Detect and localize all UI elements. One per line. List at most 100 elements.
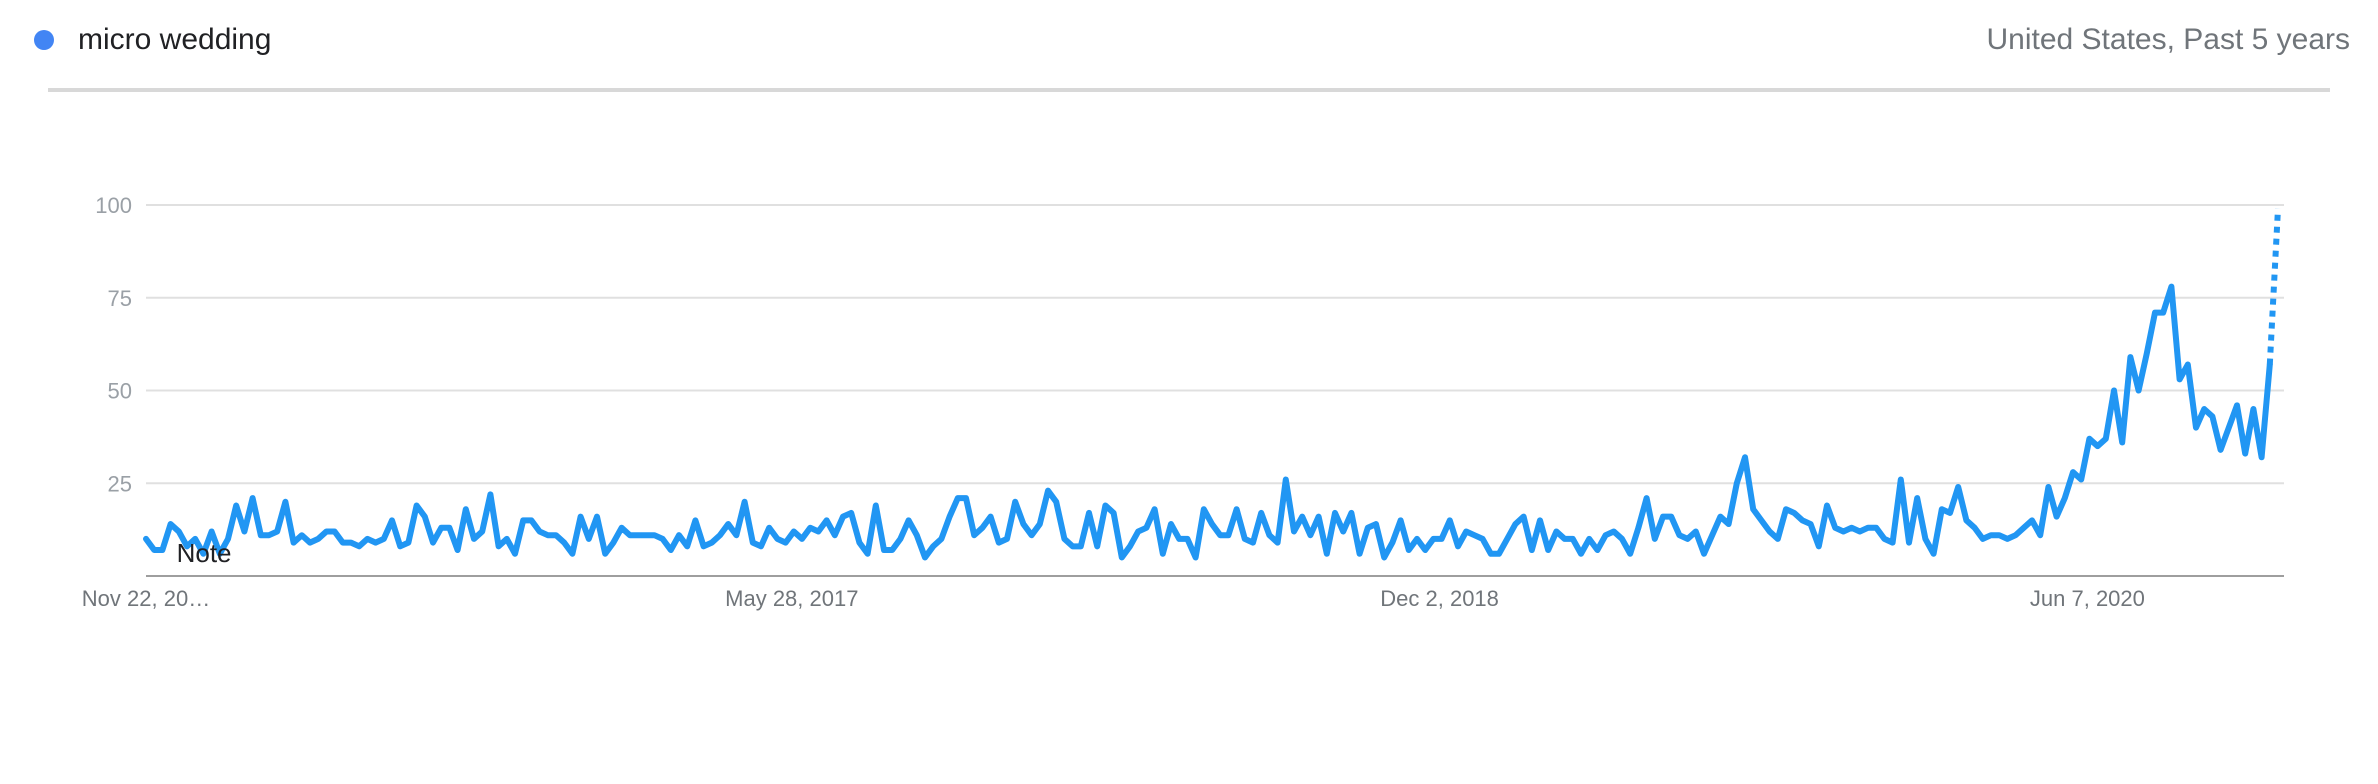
data-point-176[interactable] (1586, 536, 1592, 542)
data-point-54[interactable] (586, 536, 592, 542)
data-point-116[interactable] (1094, 543, 1100, 549)
data-point-231[interactable] (2037, 532, 2043, 538)
data-point-248[interactable] (2177, 376, 2183, 382)
data-point-190[interactable] (1701, 551, 1707, 557)
data-point-236[interactable] (2078, 477, 2084, 483)
data-point-107[interactable] (1020, 521, 1026, 527)
data-point-27[interactable] (364, 536, 370, 542)
data-point-237[interactable] (2086, 436, 2092, 442)
data-point-154[interactable] (1406, 547, 1412, 553)
data-point-55[interactable] (594, 514, 600, 520)
data-point-234[interactable] (2062, 495, 2068, 501)
data-point-87[interactable] (856, 540, 862, 546)
data-point-56[interactable] (602, 551, 608, 557)
data-point-41[interactable] (479, 528, 485, 534)
data-point-15[interactable] (266, 532, 272, 538)
data-point-115[interactable] (1086, 510, 1092, 516)
data-point-0[interactable] (143, 536, 149, 542)
data-point-244[interactable] (2144, 350, 2150, 356)
data-point-80[interactable] (799, 536, 805, 542)
data-point-36[interactable] (438, 525, 444, 531)
data-point-235[interactable] (2070, 469, 2076, 475)
data-point-119[interactable] (1119, 554, 1125, 560)
data-point-72[interactable] (733, 532, 739, 538)
data-point-226[interactable] (1996, 532, 2002, 538)
data-point-113[interactable] (1070, 543, 1076, 549)
data-point-156[interactable] (1422, 547, 1428, 553)
data-point-169[interactable] (1529, 547, 1535, 553)
data-point-165[interactable] (1496, 551, 1502, 557)
data-point-208[interactable] (1849, 525, 1855, 531)
data-point-38[interactable] (455, 547, 461, 553)
data-point-217[interactable] (1922, 536, 1928, 542)
data-point-158[interactable] (1439, 536, 1445, 542)
data-point-163[interactable] (1480, 536, 1486, 542)
data-point-95[interactable] (922, 554, 928, 560)
data-point-181[interactable] (1627, 551, 1633, 557)
data-point-100[interactable] (963, 495, 969, 501)
data-point-31[interactable] (397, 543, 403, 549)
data-point-254[interactable] (2226, 425, 2232, 431)
data-point-247[interactable] (2168, 284, 2174, 290)
data-point-32[interactable] (405, 540, 411, 546)
data-point-210[interactable] (1865, 525, 1871, 531)
data-point-69[interactable] (709, 540, 715, 546)
data-point-70[interactable] (717, 532, 723, 538)
data-point-172[interactable] (1553, 528, 1559, 534)
data-point-77[interactable] (774, 536, 780, 542)
data-point-19[interactable] (299, 532, 305, 538)
data-point-166[interactable] (1504, 536, 1510, 542)
data-point-206[interactable] (1832, 525, 1838, 531)
data-point-245[interactable] (2152, 310, 2158, 316)
data-point-211[interactable] (1873, 525, 1879, 531)
data-point-14[interactable] (258, 532, 264, 538)
data-point-53[interactable] (578, 514, 584, 520)
data-point-57[interactable] (610, 540, 616, 546)
data-point-109[interactable] (1037, 521, 1043, 527)
data-point-251[interactable] (2201, 406, 2207, 412)
data-point-200[interactable] (1783, 506, 1789, 512)
data-point-16[interactable] (274, 528, 280, 534)
data-point-167[interactable] (1512, 521, 1518, 527)
data-point-97[interactable] (938, 536, 944, 542)
data-point-246[interactable] (2160, 310, 2166, 316)
data-point-52[interactable] (569, 551, 575, 557)
data-point-145[interactable] (1332, 510, 1338, 516)
data-point-182[interactable] (1635, 525, 1641, 531)
data-point-153[interactable] (1398, 517, 1404, 523)
data-point-26[interactable] (356, 543, 362, 549)
data-point-58[interactable] (619, 525, 625, 531)
data-point-203[interactable] (1808, 521, 1814, 527)
data-point-204[interactable] (1816, 543, 1822, 549)
data-point-73[interactable] (742, 499, 748, 505)
data-point-201[interactable] (1791, 510, 1797, 516)
data-point-198[interactable] (1767, 528, 1773, 534)
data-point-209[interactable] (1857, 528, 1863, 534)
data-point-126[interactable] (1176, 536, 1182, 542)
data-point-121[interactable] (1135, 528, 1141, 534)
data-point-120[interactable] (1127, 543, 1133, 549)
data-point-189[interactable] (1693, 528, 1699, 534)
data-point-17[interactable] (282, 499, 288, 505)
data-point-196[interactable] (1750, 506, 1756, 512)
data-point-180[interactable] (1619, 536, 1625, 542)
data-point-104[interactable] (996, 540, 1002, 546)
data-point-65[interactable] (676, 532, 682, 538)
data-point-78[interactable] (783, 540, 789, 546)
data-point-106[interactable] (1012, 499, 1018, 505)
data-point-12[interactable] (241, 528, 247, 534)
data-point-232[interactable] (2045, 484, 2051, 490)
data-point-195[interactable] (1742, 454, 1748, 460)
data-point-62[interactable] (651, 532, 657, 538)
data-point-45[interactable] (512, 551, 518, 557)
data-point-191[interactable] (1709, 532, 1715, 538)
data-point-91[interactable] (889, 547, 895, 553)
data-point-136[interactable] (1258, 510, 1264, 516)
data-point-117[interactable] (1102, 503, 1108, 509)
data-point-11[interactable] (233, 503, 239, 509)
data-point-228[interactable] (2013, 532, 2019, 538)
data-point-20[interactable] (307, 540, 313, 546)
data-point-24[interactable] (340, 540, 346, 546)
data-point-224[interactable] (1980, 536, 1986, 542)
data-point-141[interactable] (1299, 514, 1305, 520)
